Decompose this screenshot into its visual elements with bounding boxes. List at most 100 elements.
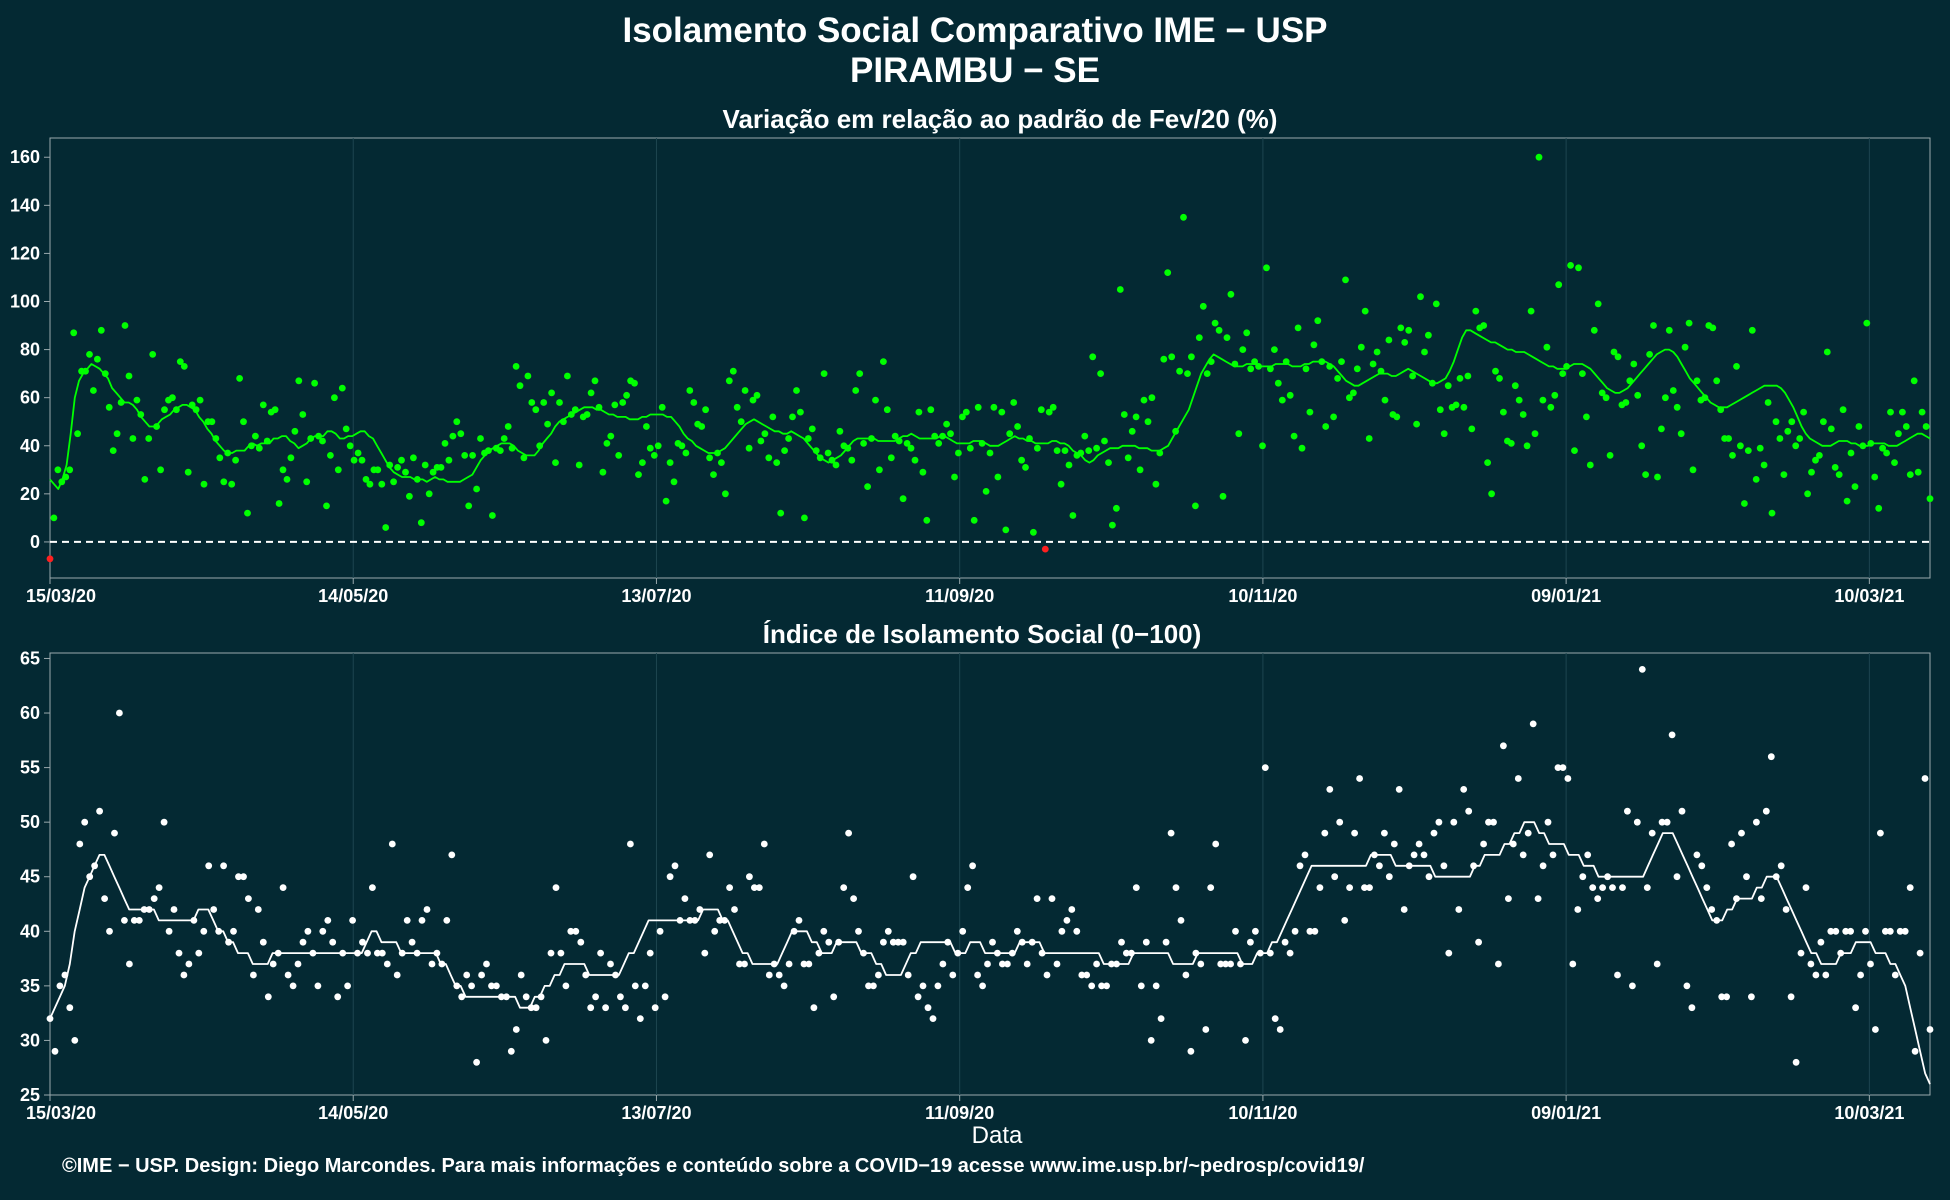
data-point (90, 387, 97, 394)
y-tick-label: 35 (20, 976, 40, 996)
data-point (1564, 775, 1572, 782)
data-point (911, 456, 919, 464)
data-point (1713, 377, 1721, 385)
data-point (1338, 358, 1345, 365)
data-point (1381, 396, 1389, 404)
y-tick-label: 40 (20, 436, 40, 456)
data-point (1417, 293, 1424, 301)
data-point (815, 949, 823, 957)
data-point (445, 456, 453, 464)
data-point (1859, 442, 1867, 450)
data-point (169, 394, 176, 402)
data-point (1322, 423, 1330, 430)
data-point (125, 960, 133, 968)
data-point (731, 906, 738, 913)
data-point (1492, 367, 1499, 375)
data-point (690, 399, 698, 406)
data-point (1108, 960, 1115, 968)
footer-credit: ©IME − USP. Design: Diego Marcondes. Par… (62, 1155, 1365, 1177)
data-point (117, 399, 125, 406)
data-point (1802, 884, 1810, 891)
plot-frame (49, 652, 1931, 1096)
data-point (1073, 927, 1081, 935)
data-point (469, 452, 476, 459)
data-point (1490, 818, 1497, 826)
data-point (240, 873, 247, 881)
data-point (947, 430, 954, 438)
data-point (836, 427, 844, 435)
data-point (1124, 454, 1132, 462)
data-point (188, 401, 196, 409)
data-point (943, 420, 950, 428)
data-point (1468, 425, 1476, 433)
data-point (611, 401, 619, 409)
data-point (175, 949, 183, 957)
data-point (46, 1015, 54, 1022)
data-point (485, 447, 492, 454)
data-point (1041, 545, 1049, 553)
data-point (765, 971, 773, 979)
data-point (711, 927, 719, 935)
data-point (283, 476, 291, 483)
data-point (1147, 1037, 1155, 1044)
data-point (161, 406, 168, 414)
data-point (1057, 480, 1065, 488)
data-point (359, 938, 366, 946)
data-point (1776, 435, 1784, 442)
data-point (327, 452, 334, 459)
data-point (1219, 492, 1227, 500)
data-point (1008, 949, 1016, 957)
data-point (1554, 764, 1562, 771)
data-point (1480, 840, 1487, 848)
data-point (1353, 365, 1361, 373)
data-point (1872, 1026, 1879, 1033)
data-point (1563, 363, 1570, 370)
data-point (602, 1004, 609, 1012)
data-point (1432, 300, 1440, 308)
data-point (1197, 960, 1205, 968)
data-point (1827, 425, 1835, 433)
data-point (1144, 418, 1152, 426)
data-point (1306, 927, 1314, 935)
data-point (1306, 408, 1314, 416)
data-point (457, 430, 465, 438)
data-point (1242, 1037, 1249, 1044)
data-point (1286, 391, 1294, 399)
data-point (1132, 884, 1140, 891)
data-point (437, 464, 445, 471)
data-point (1899, 408, 1906, 416)
data-point (461, 452, 469, 459)
data-point (1626, 377, 1634, 385)
data-point (423, 906, 431, 913)
data-point (295, 377, 303, 385)
data-point (662, 497, 670, 505)
data-point (927, 406, 935, 414)
data-point (1192, 949, 1200, 957)
data-point (681, 895, 689, 902)
data-point (1211, 319, 1219, 327)
data-point (856, 370, 864, 377)
data-point (1445, 949, 1453, 957)
data-point (496, 447, 504, 454)
data-point (702, 406, 709, 414)
data-point (865, 982, 872, 990)
x-tick-label: 10/11/20 (1228, 1103, 1297, 1123)
data-point (1614, 353, 1622, 361)
data-point (770, 960, 778, 968)
data-point (339, 949, 347, 957)
data-point (517, 971, 525, 979)
data-point (832, 461, 840, 469)
data-point (1780, 471, 1788, 478)
data-point (388, 840, 396, 848)
data-point (990, 403, 998, 411)
data-point (393, 971, 401, 979)
data-point (1116, 286, 1124, 293)
data-point (875, 971, 882, 979)
y-tick-label: 40 (20, 921, 40, 941)
data-point (500, 435, 508, 442)
data-point (413, 476, 421, 483)
data-point (597, 949, 604, 957)
data-point (797, 408, 804, 416)
data-point (1539, 862, 1547, 870)
data-point (1156, 449, 1164, 457)
